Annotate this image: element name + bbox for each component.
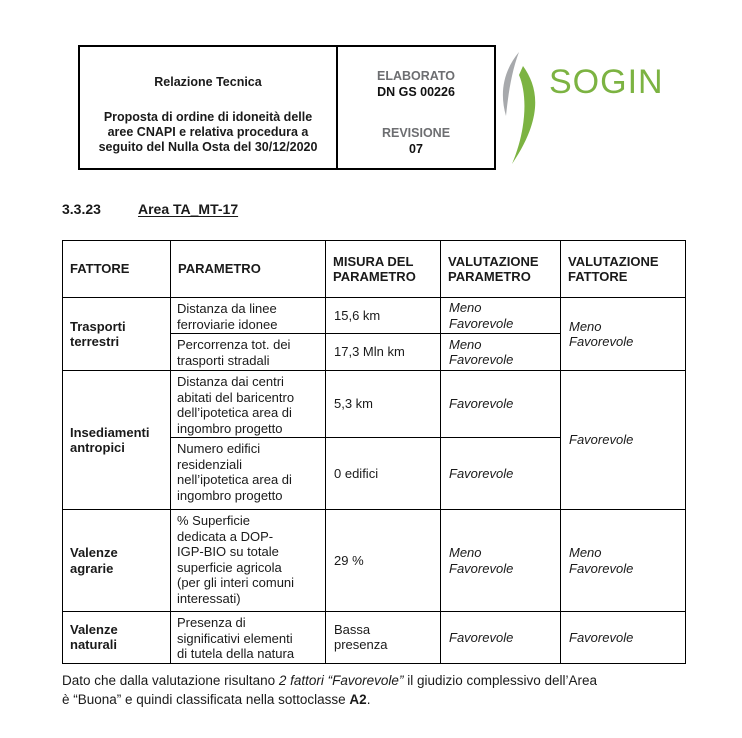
misura-cell: 0 edifici xyxy=(325,437,441,510)
misura-cell: Bassa presenza xyxy=(325,611,441,664)
valutazione-fattore-cell: Meno Favorevole xyxy=(560,297,686,371)
fattore-cell: Insediamenti antropici xyxy=(62,370,171,510)
misura-cell: 29 % xyxy=(325,509,441,612)
sogin-swoosh-icon xyxy=(502,52,536,164)
table-header-cell: VALUTAZIONE FATTORE xyxy=(560,240,686,298)
document-title: Relazione Tecnica xyxy=(154,75,262,89)
revisione-block: REVISIONE 07 xyxy=(338,126,494,157)
document-header-box: Relazione Tecnica Proposta di ordine di … xyxy=(78,45,496,170)
table-header-cell: PARAMETRO xyxy=(170,240,326,298)
table-row: Trasporti terrestri Distanza da linee fe… xyxy=(62,297,686,371)
subclass-value: A2 xyxy=(349,692,367,707)
sogin-logo: SOGIN xyxy=(497,46,707,166)
valutazione-fattore-cell: Favorevole xyxy=(560,611,686,664)
section-title: Area TA_MT-17 xyxy=(138,201,239,217)
valutazione-parametro-cell: Meno Favorevole xyxy=(440,509,561,612)
valutazione-parametro-cell: Meno Favorevole xyxy=(440,297,561,334)
conclusion-text: è “Buona” e quindi classificata nella so… xyxy=(62,692,350,707)
section-number: 3.3.23 xyxy=(62,201,101,217)
table-row: Valenze agrarie % Superficie dedicata a … xyxy=(62,509,686,612)
parametro-cell: Presenza di significativi elementi di tu… xyxy=(170,611,326,664)
sogin-logo-text: SOGIN xyxy=(549,63,664,101)
revisione-value: 07 xyxy=(409,141,423,156)
parametro-cell: Distanza da linee ferroviarie idonee xyxy=(170,297,326,334)
revisione-label: REVISIONE xyxy=(381,126,451,140)
elaborato-block: ELABORATO DN GS 00226 xyxy=(338,69,494,100)
misura-cell: 15,6 km xyxy=(325,297,441,334)
parametro-cell: % Superficie dedicata a DOP- IGP-BIO su … xyxy=(170,509,326,612)
table-header-cell: MISURA DEL PARAMETRO xyxy=(325,240,441,298)
valutazione-fattore-cell: Favorevole xyxy=(560,370,686,510)
elaborato-value: DN GS 00226 xyxy=(377,84,455,99)
valutazione-parametro-cell: Meno Favorevole xyxy=(440,333,561,371)
fattore-cell: Valenze agrarie xyxy=(62,509,171,612)
header-right-cell: ELABORATO DN GS 00226 REVISIONE 07 xyxy=(336,47,494,168)
section-heading: 3.3.23 Area TA_MT-17 xyxy=(62,201,238,217)
valutazione-parametro-cell: Favorevole xyxy=(440,370,561,438)
idoneity-table: FATTORE PARAMETRO MISURA DEL PARAMETRO V… xyxy=(62,240,686,664)
fattore-cell: Trasporti terrestri xyxy=(62,297,171,371)
conclusion-italic-text: 2 fattori “Favorevole” xyxy=(278,673,404,688)
header-left-cell: Relazione Tecnica Proposta di ordine di … xyxy=(80,47,336,168)
parametro-cell: Numero edifici residenziali nell’ipoteti… xyxy=(170,437,326,510)
table-row: Insediamenti antropici Distanza dai cent… xyxy=(62,370,686,510)
misura-cell: 5,3 km xyxy=(325,370,441,438)
valutazione-parametro-cell: Favorevole xyxy=(440,437,561,510)
valutazione-parametro-cell: Favorevole xyxy=(440,611,561,664)
fattore-cell: Valenze naturali xyxy=(62,611,171,664)
parametro-cell: Distanza dai centri abitati del baricent… xyxy=(170,370,326,438)
conclusion-text: il giudizio complessivo dell’Area xyxy=(403,673,598,688)
valutazione-fattore-cell: Meno Favorevole xyxy=(560,509,686,612)
conclusion-paragraph: Dato che dalla valutazione risultano 2 f… xyxy=(62,671,707,709)
document-subtitle: Proposta di ordine di idoneità delle are… xyxy=(98,110,318,154)
table-row: Valenze naturali Presenza di significati… xyxy=(62,611,686,664)
conclusion-text: Dato che dalla valutazione risultano xyxy=(62,673,279,688)
table-header-cell: VALUTAZIONE PARAMETRO xyxy=(440,240,561,298)
elaborato-label: ELABORATO xyxy=(376,69,455,83)
table-header-cell: FATTORE xyxy=(62,240,171,298)
conclusion-text: . xyxy=(366,692,371,707)
parametro-cell: Percorrenza tot. dei trasporti stradali xyxy=(170,333,326,371)
table-header-row: FATTORE PARAMETRO MISURA DEL PARAMETRO V… xyxy=(62,240,686,298)
misura-cell: 17,3 Mln km xyxy=(325,333,441,371)
